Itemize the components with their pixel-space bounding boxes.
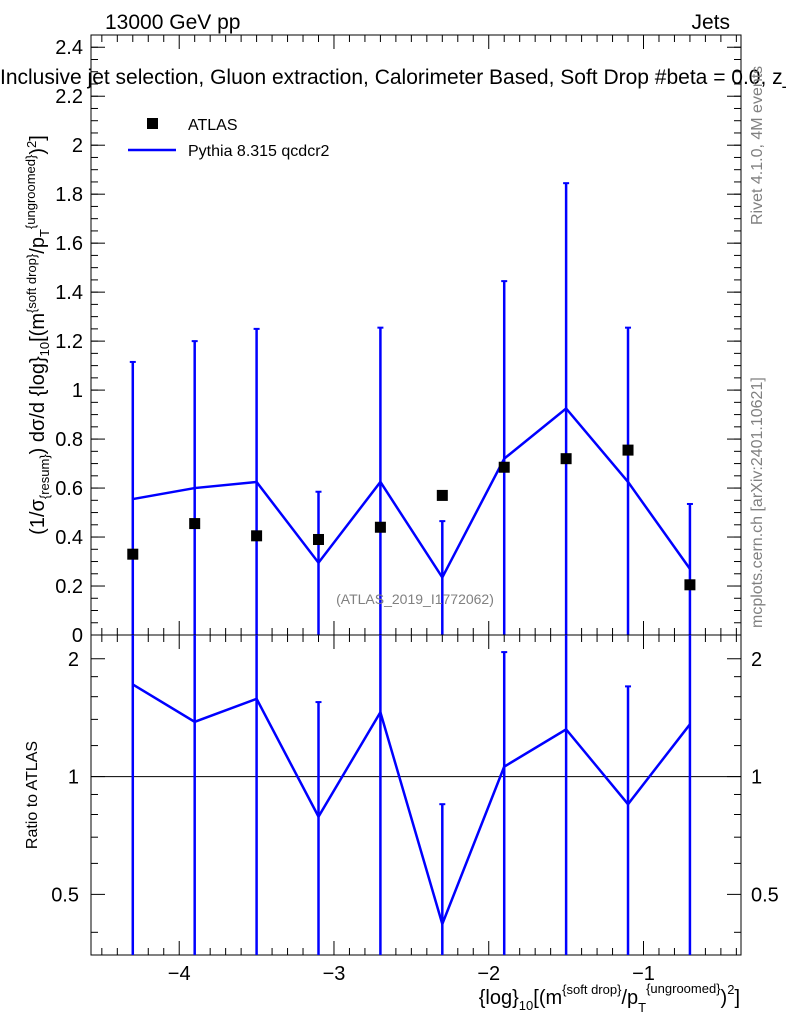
main-ytick-label: 1.4 xyxy=(55,282,83,304)
xtick-label: −3 xyxy=(323,963,346,985)
analysis-watermark: (ATLAS_2019_I1772062) xyxy=(336,591,494,607)
legend-mc-label: Pythia 8.315 qcdcr2 xyxy=(188,143,330,160)
main-ytick-label: 0.4 xyxy=(55,527,83,549)
atlas-point xyxy=(189,518,201,530)
atlas-point xyxy=(251,530,263,542)
ratio-y-label: Ratio to ATLAS xyxy=(24,741,41,849)
ratio-ytick-label: 1 xyxy=(68,767,79,789)
ratio-series xyxy=(131,635,692,955)
mc-series xyxy=(129,182,693,635)
plot-subtitle: Inclusive jet selection, Gluon extractio… xyxy=(0,66,786,89)
atlas-point xyxy=(622,444,634,456)
main-ytick-label: 2.4 xyxy=(55,37,83,59)
main-panel: 0 0.2 0.4 0.6 0.8 1 1.2 1.4 1.6 1.8 2 2.2 2.4 (ATLAS… xyxy=(23,34,742,647)
atlas-point xyxy=(127,548,139,560)
main-ytick-label: 1.8 xyxy=(55,184,83,206)
main-ytick-label: 2 xyxy=(72,135,83,157)
atlas-series xyxy=(127,444,696,591)
atlas-point xyxy=(498,461,510,473)
header-right: Jets xyxy=(691,11,730,34)
ratio-line xyxy=(132,683,691,928)
main-y-label: (1/σ{resum}) dσ/d {log}10[(m{soft drop}/… xyxy=(23,135,52,535)
atlas-point xyxy=(684,579,696,591)
rivet-label: Rivet 4.1.0, 4M events xyxy=(749,66,766,225)
main-ytick-label: 1 xyxy=(72,380,83,402)
atlas-point xyxy=(560,453,572,465)
main-ytick-label: 0.8 xyxy=(55,429,83,451)
xtick-label: −1 xyxy=(632,963,655,985)
main-ytick-label: 1.6 xyxy=(55,233,83,255)
ratio-ytick-label: 2 xyxy=(68,649,79,671)
ratio-frame xyxy=(90,634,742,956)
main-ytick-label: 0.2 xyxy=(55,576,83,598)
ratio-y-axis: 0.5 0.5 1 1 2 2 xyxy=(51,649,779,933)
ratio-ytick-label-right: 0.5 xyxy=(751,884,779,906)
ratio-ytick-label-right: 1 xyxy=(751,767,762,789)
mcplots-label: mcplots.cern.ch [arXiv:2401.10621] xyxy=(749,377,766,628)
legend-atlas-label: ATLAS xyxy=(188,117,238,134)
main-ytick-label: 2.2 xyxy=(55,86,83,108)
legend-atlas-marker xyxy=(147,118,158,129)
main-ytick-label: 0 xyxy=(72,625,83,647)
atlas-point xyxy=(313,533,324,545)
ratio-x-axis: −4 −3 −2 −1 xyxy=(101,635,737,985)
ratio-panel: 0.5 0.5 1 1 2 2 −4 −3 −2 −1 Ratio to ATLAS {log}… xyxy=(24,634,779,1015)
xtick-label: −4 xyxy=(168,963,191,985)
xtick-label: −2 xyxy=(477,963,500,985)
x-axis-label: {log}10[(m{soft drop}/pT{ungroomed})2] xyxy=(479,981,740,1015)
ratio-ytick-label: 0.5 xyxy=(51,884,79,906)
main-ytick-label: 1.2 xyxy=(55,331,83,353)
legend: ATLAS Pythia 8.315 qcdcr2 xyxy=(128,117,330,160)
header-left: 13000 GeV pp xyxy=(105,11,240,34)
atlas-point xyxy=(374,521,386,533)
atlas-point xyxy=(436,489,448,501)
main-ytick-label: 0.6 xyxy=(55,478,83,500)
ratio-ytick-label-right: 2 xyxy=(751,649,762,671)
main-y-axis: 0 0.2 0.4 0.6 0.8 1 1.2 1.4 1.6 1.8 2 2.2 2.4 xyxy=(55,34,741,647)
mc-line xyxy=(132,406,691,580)
